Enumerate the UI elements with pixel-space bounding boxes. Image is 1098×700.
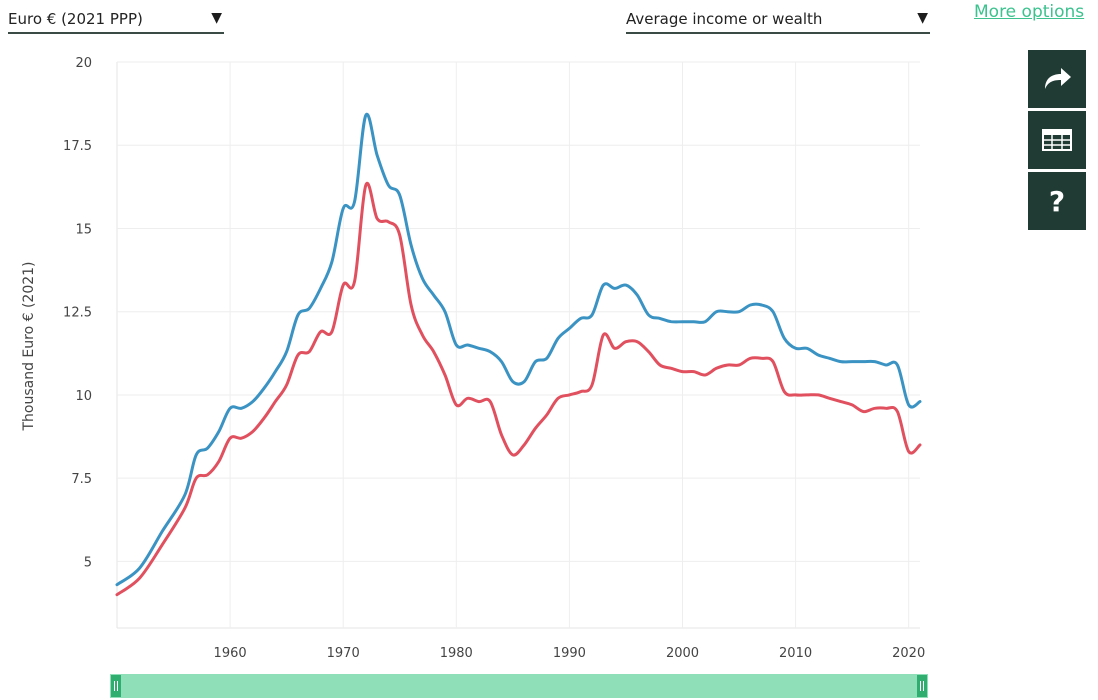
chevron-down-icon: ▼: [917, 10, 928, 26]
x-tick-label: 1990: [553, 646, 586, 661]
x-tick-label: 1980: [440, 646, 473, 661]
y-tick-label: 12.5: [63, 306, 92, 321]
y-tick-label: 20: [75, 56, 92, 71]
range-start-handle[interactable]: [111, 675, 121, 697]
more-options-link[interactable]: More options: [974, 2, 1085, 22]
y-tick-label: 5: [84, 555, 92, 570]
y-axis-ticks: 5 7.5 10 12.5 15 17.5 20: [63, 56, 92, 570]
currency-unit-select-value: Euro € (2021 PPP): [8, 10, 143, 28]
y-tick-label: 7.5: [71, 472, 92, 487]
x-tick-label: 2010: [779, 646, 812, 661]
x-tick-label: 2000: [666, 646, 699, 661]
measure-select[interactable]: Average income or wealth ▼: [626, 6, 930, 34]
y-tick-label: 17.5: [63, 139, 92, 154]
y-tick-label: 10: [75, 389, 92, 404]
chevron-down-icon: ▼: [211, 10, 222, 26]
y-tick-label: 15: [75, 222, 92, 237]
share-button[interactable]: [1028, 50, 1086, 108]
grid: [116, 61, 920, 629]
x-tick-label: 2020: [892, 646, 925, 661]
x-tick-label: 1960: [214, 646, 247, 661]
time-range-slider[interactable]: [110, 674, 928, 698]
range-end-handle[interactable]: [917, 675, 927, 697]
help-button[interactable]: ?: [1028, 172, 1086, 230]
x-axis-ticks: 1960 1970 1980 1990 2000 2010 2020: [214, 646, 926, 661]
share-arrow-icon: [1045, 68, 1071, 89]
currency-unit-select[interactable]: Euro € (2021 PPP) ▼: [8, 6, 224, 34]
table-grid-icon: [1042, 129, 1072, 151]
measure-select-value: Average income or wealth: [626, 10, 823, 28]
series-line-red: [115, 181, 922, 597]
y-axis-label: Thousand Euro € (2021): [21, 261, 37, 431]
x-tick-label: 1970: [327, 646, 360, 661]
table-view-button[interactable]: [1028, 111, 1086, 169]
question-mark-icon: ?: [1048, 184, 1066, 218]
series-line-blue: [115, 112, 922, 587]
series-lines: [115, 112, 922, 597]
